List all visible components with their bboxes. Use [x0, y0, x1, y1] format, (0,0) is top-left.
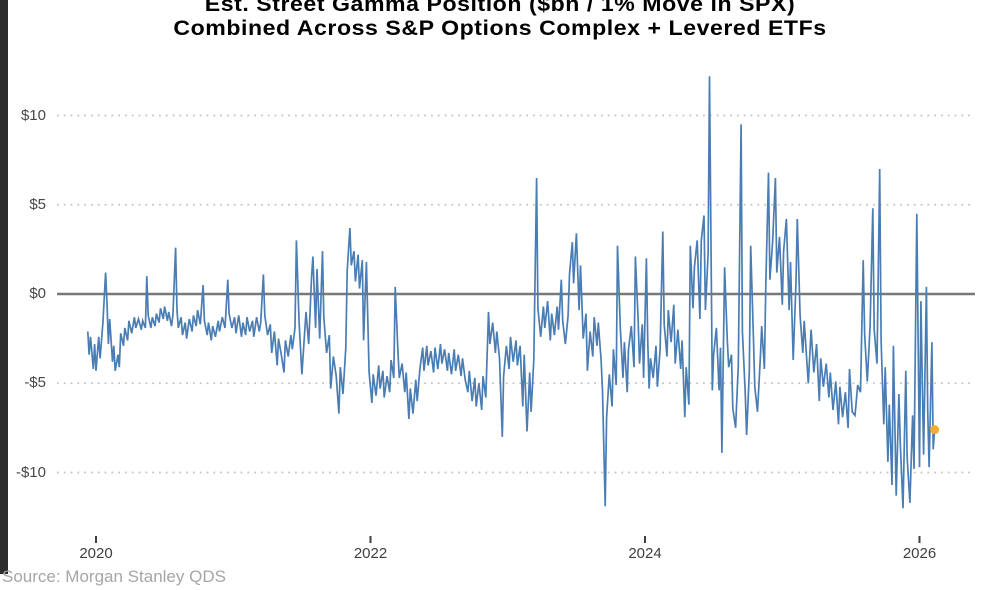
gamma-series-line [86, 76, 936, 509]
x-tick-label-2026: 2026 [902, 545, 937, 562]
y-tick-label-10: $10 [20, 106, 46, 124]
chart-title-line1: Est. Street Gamma Position ($bn / 1% Mov… [204, 0, 796, 16]
x-tick-label-2022: 2022 [353, 545, 388, 562]
y-tick-label-neg10: -$10 [15, 463, 46, 481]
chart-title: Est. Street Gamma Position ($bn / 1% Mov… [0, 0, 1000, 41]
y-tick-label-neg5: -$5 [24, 374, 46, 392]
chart-title-line2: Combined Across S&P Options Complex + Le… [173, 17, 827, 40]
source-note: Source: Morgan Stanley QDS [2, 567, 226, 586]
x-tick-label-2020: 2020 [79, 545, 113, 562]
y-tick-label-0: $0 [29, 285, 46, 302]
x-tick-label-2024: 2024 [628, 545, 662, 562]
y-tick-label-5: $5 [29, 195, 46, 213]
latest-point-marker [930, 425, 940, 435]
window-left-edge-bar [0, 0, 8, 574]
